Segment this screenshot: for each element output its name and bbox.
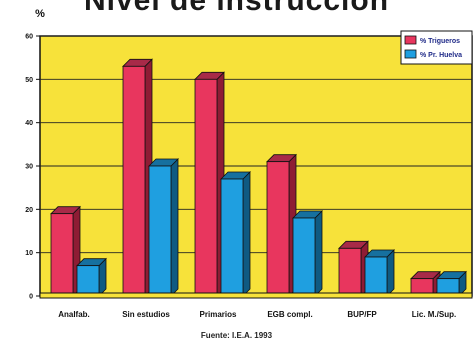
y-tick-label: 40 bbox=[25, 120, 33, 127]
y-tick-label: 60 bbox=[25, 34, 33, 41]
bar-side bbox=[242, 171, 251, 297]
bar bbox=[220, 178, 244, 297]
y-tick-label: 20 bbox=[25, 207, 33, 214]
bar-side bbox=[386, 249, 395, 297]
y-tick-label: 10 bbox=[25, 250, 33, 257]
plot-floor bbox=[39, 292, 473, 299]
y-tick-label: 0 bbox=[29, 294, 33, 301]
category-label: Lic. M./Sup. bbox=[412, 310, 456, 319]
y-axis-label: % bbox=[35, 8, 45, 20]
legend-swatch bbox=[404, 35, 417, 45]
category-label: BUP/FP bbox=[347, 310, 377, 319]
y-tick-label: 50 bbox=[25, 77, 33, 84]
bar-chart: 0 10 20 30 40 50 60% Analfab. Sin estudios Primar… bbox=[25, 8, 473, 319]
bar bbox=[292, 217, 316, 297]
bar bbox=[76, 265, 100, 297]
bar-side bbox=[170, 158, 179, 297]
category-label: Primarios bbox=[200, 310, 237, 319]
source-note: Fuente: I.E.A. 1993 bbox=[200, 331, 273, 340]
bar bbox=[266, 161, 290, 297]
bar bbox=[338, 247, 362, 297]
y-tick-label: 30 bbox=[25, 164, 33, 171]
bar bbox=[122, 65, 146, 297]
bar bbox=[364, 256, 388, 297]
category-label: EGB compl. bbox=[267, 310, 312, 319]
legend-label: % Trigueros bbox=[420, 38, 460, 45]
bar-side bbox=[314, 210, 323, 297]
legend-label: % Pr. Huelva bbox=[420, 52, 462, 59]
category-label: Sin estudios bbox=[122, 310, 170, 319]
bar bbox=[194, 78, 218, 297]
chart-title: Nivel de instrucción bbox=[83, 0, 390, 17]
legend-swatch bbox=[404, 49, 417, 59]
category-label: Analfab. bbox=[58, 310, 90, 319]
bar bbox=[50, 213, 74, 297]
bar bbox=[148, 165, 172, 297]
